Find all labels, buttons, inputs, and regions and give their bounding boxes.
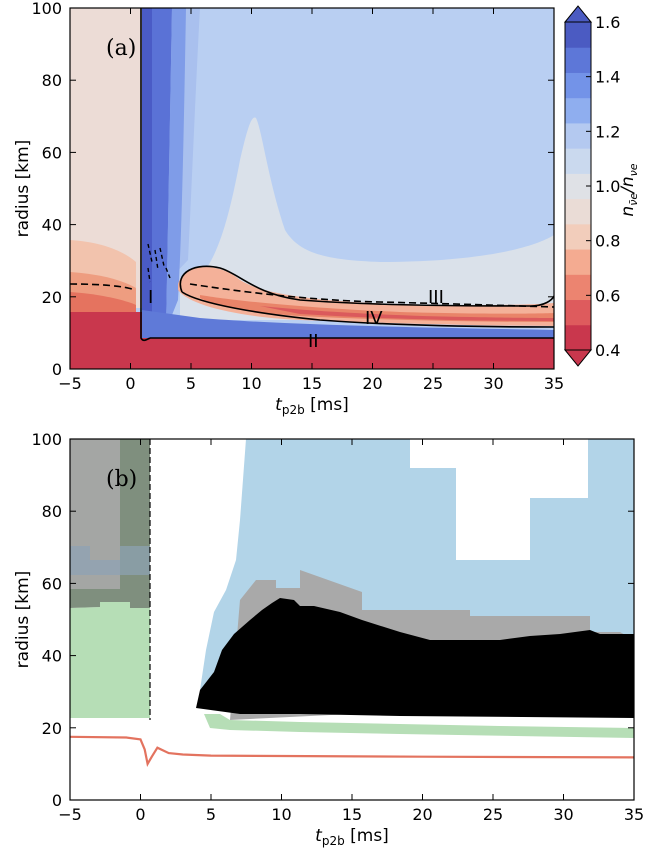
- blue-patch-left: [70, 546, 150, 575]
- y-tick-label: 100: [31, 0, 62, 18]
- red-line: [70, 735, 634, 767]
- region-label-ii: II: [308, 331, 319, 352]
- green-region-left: [70, 602, 150, 718]
- y-tick-label: 80: [42, 502, 62, 521]
- y-tick-label: 0: [52, 360, 62, 379]
- colorbar-segment: [565, 47, 591, 73]
- colorbar-max-triangle: [563, 5, 593, 23]
- colorbar-tick-label: 0.8: [595, 232, 620, 251]
- colorbar-segment: [565, 223, 591, 250]
- region-label-iii: III: [428, 287, 444, 308]
- colorbar-tick-label: 1.2: [595, 122, 620, 141]
- x-tick-label: −5: [58, 805, 82, 824]
- colorbar: 0.4 0.6 0.8 1.0 1.2 1.4 1.6: [563, 5, 620, 367]
- colorbar-tick-label: 0.4: [595, 341, 620, 360]
- colorbar-tick-label: 1.0: [595, 177, 620, 196]
- colorbar-segment: [565, 97, 591, 124]
- green-region-strip: [204, 714, 634, 738]
- x-axis-label: tp2b [ms]: [275, 395, 349, 417]
- colorbar-segment: [565, 198, 591, 225]
- y-tick-label: 40: [42, 647, 62, 666]
- panel-a: (a) I II III IV −5 0 5 10 15 20 25 30 3502040608…: [13, 0, 640, 417]
- region-label-i: I: [148, 287, 153, 308]
- colorbar-segment: [565, 148, 591, 174]
- x-tick-label: −5: [58, 374, 82, 393]
- contour-column-edge: [140, 8, 151, 342]
- heatmap-pale-bell: [180, 117, 554, 321]
- x-tick-label: 30: [553, 805, 573, 824]
- colorbar-label: nν̄e/nνe: [618, 163, 640, 216]
- x-tick-label: 0: [125, 374, 135, 393]
- colorbar-tick-label: 1.6: [595, 13, 620, 32]
- black-region: [196, 598, 634, 718]
- x-tick-label: 15: [342, 805, 362, 824]
- panel-b-plot-area: [70, 439, 634, 800]
- x-tick-label: 10: [241, 374, 261, 393]
- y-tick-label: 80: [42, 71, 62, 90]
- x-tick-label: 0: [135, 805, 145, 824]
- x-tick-label: 20: [362, 374, 382, 393]
- y-tick-label: 40: [42, 216, 62, 235]
- y-axis-label: radius [km]: [13, 571, 33, 669]
- colorbar-segment: [565, 249, 591, 275]
- heatmap-blue-band: [142, 310, 554, 338]
- x-tick-label: 25: [423, 374, 443, 393]
- panel-a-plot-area: [70, 8, 554, 369]
- contour-dashed-wiggle: [147, 243, 171, 283]
- heatmap-lens-core: [260, 306, 554, 321]
- region-label-iv: IV: [365, 308, 383, 329]
- heatmap-left-orange-3: [70, 292, 136, 312]
- x-tick-label: 20: [412, 805, 432, 824]
- colorbar-tick-label: 0.6: [595, 286, 620, 305]
- colorbar-segment: [565, 22, 591, 48]
- heatmap-column-shade-2: [166, 8, 186, 330]
- y-tick-label: 60: [42, 574, 62, 593]
- y-tick-label: 60: [42, 143, 62, 162]
- colorbar-min-triangle: [563, 349, 593, 367]
- colorbar-segment: [565, 299, 591, 326]
- colorbar-segment: [565, 324, 591, 351]
- heatmap-column-shade: [152, 8, 172, 330]
- y-tick-label: 20: [42, 288, 62, 307]
- x-tick-label: 5: [206, 805, 216, 824]
- colorbar-segment: [565, 274, 591, 301]
- colorbar-tick-label: 1.4: [595, 68, 620, 87]
- colorbar-segment: [565, 122, 591, 149]
- y-tick-label: 20: [42, 719, 62, 738]
- heatmap-dark-column: [142, 8, 152, 338]
- x-tick-label: 5: [186, 374, 196, 393]
- x-axis-label: tp2b [ms]: [315, 826, 389, 848]
- x-tick-label: 15: [302, 374, 322, 393]
- x-tick-label: 35: [544, 374, 564, 393]
- panel-b-label: (b): [106, 467, 137, 492]
- contour-dashed: [70, 283, 554, 308]
- y-axis-label: radius [km]: [13, 140, 33, 238]
- heatmap-red-base: [70, 312, 142, 369]
- x-tick-label: 30: [483, 374, 503, 393]
- x-tick-label: 25: [483, 805, 503, 824]
- panel-a-label: (a): [106, 36, 136, 61]
- heatmap-lens-inner: [200, 295, 554, 322]
- x-tick-label: 35: [624, 805, 644, 824]
- y-tick-label: 100: [31, 430, 62, 449]
- x-tick-label: 10: [271, 805, 291, 824]
- heatmap-red-base-right: [142, 338, 554, 369]
- y-tick-label: 0: [52, 791, 62, 810]
